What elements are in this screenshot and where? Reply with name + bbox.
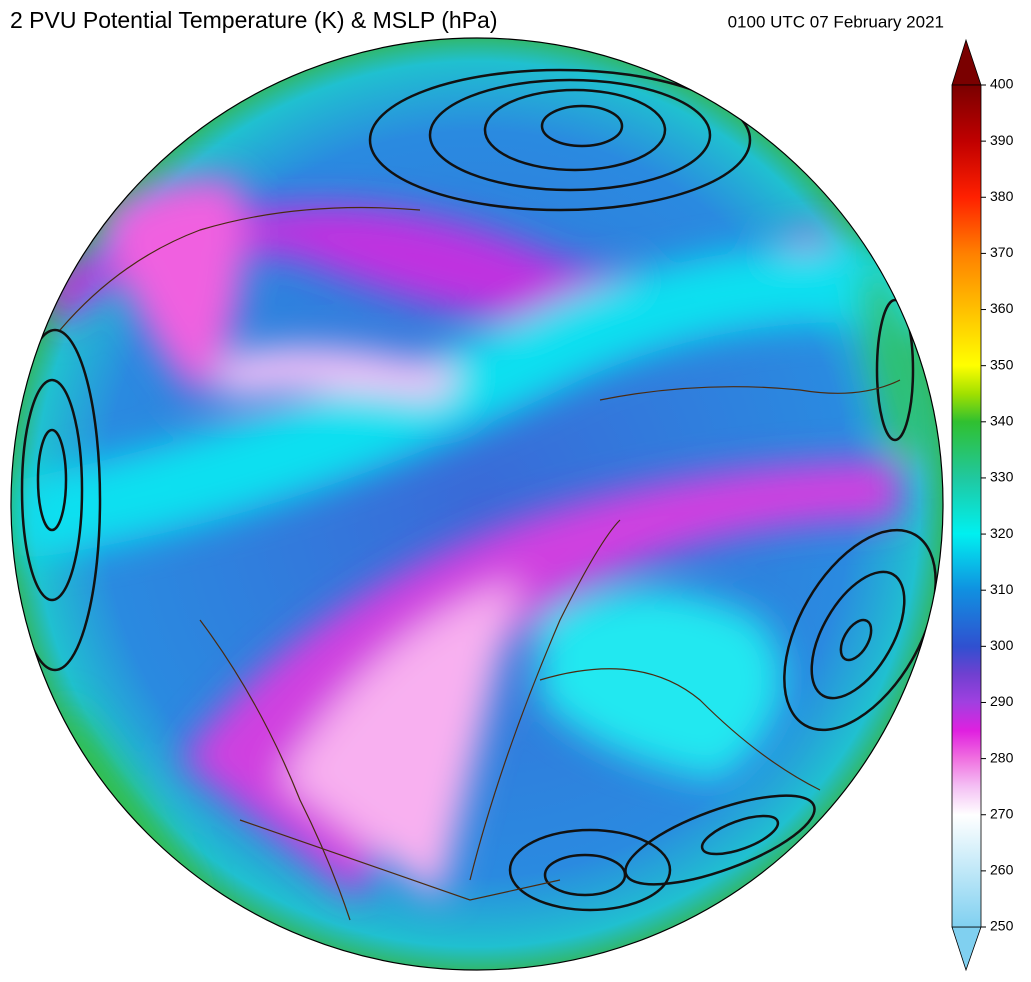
valid-time: 0100 UTC 07 February 2021 xyxy=(728,12,944,31)
colorbar-tick-label: 370 xyxy=(990,244,1014,260)
colorbar-tick-label: 310 xyxy=(990,581,1014,597)
colorbar-extend-max xyxy=(951,38,982,86)
colorbar-extend-min xyxy=(951,926,982,972)
pressure-contours xyxy=(11,68,937,912)
colorbar-tick-label: 350 xyxy=(990,356,1014,372)
colorbar-tick-label: 390 xyxy=(990,132,1014,148)
colorbar-body xyxy=(951,84,982,928)
title: 2 PVU Potential Temperature (K) & MSLP (… xyxy=(10,7,497,33)
colorbar-tick-label: 290 xyxy=(990,693,1014,709)
globe-outline xyxy=(10,37,944,971)
colorbar-tick-label: 330 xyxy=(990,469,1014,485)
colorbar-tick-label: 380 xyxy=(990,188,1014,204)
colorbar-tick-label: 270 xyxy=(990,805,1014,821)
colorbar-tick-label: 360 xyxy=(990,300,1014,316)
colorbar-tick-label: 280 xyxy=(990,749,1014,765)
colorbar-tick-label: 300 xyxy=(990,637,1014,653)
colorbar-tick-label: 260 xyxy=(990,862,1014,878)
colorbar-tick-label: 320 xyxy=(990,525,1014,541)
map-field xyxy=(11,38,943,970)
colorbar-tick-label: 400 xyxy=(990,76,1014,92)
colorbar: 250 260 270 280 290 300 310 320 330 340 350 360 370 3… xyxy=(951,38,1014,972)
coastlines xyxy=(59,206,901,921)
colorbar-tick-label: 250 xyxy=(990,918,1014,934)
colorbar-tick-label: 340 xyxy=(990,413,1014,429)
